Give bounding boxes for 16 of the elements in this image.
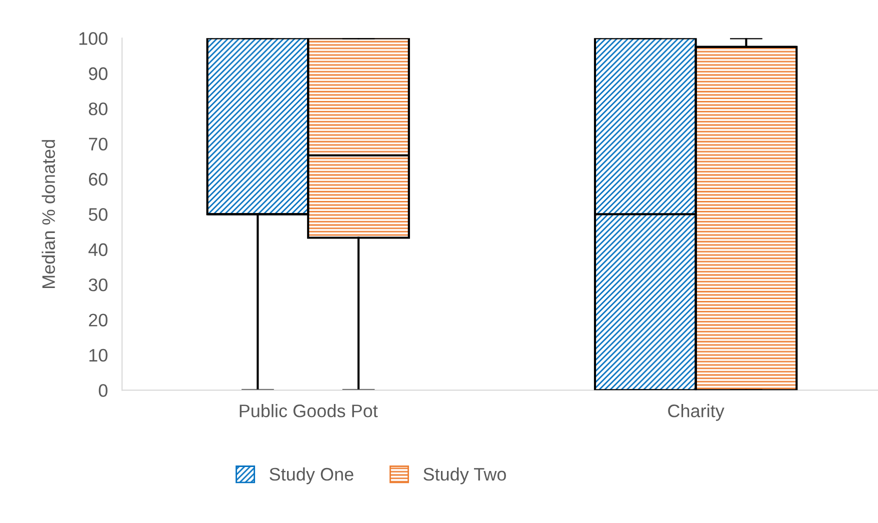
y-tick-label: 50: [88, 208, 108, 221]
y-tick-label: 10: [89, 348, 108, 362]
y-tick-label: 70: [88, 138, 108, 150]
y-axis-title: Median % donated: [42, 140, 56, 288]
y-tick-label: 20: [88, 314, 108, 326]
legend-label: Study One: [270, 467, 354, 484]
y-tick-label: 80: [88, 102, 108, 116]
y-tick-label: 30: [88, 278, 108, 292]
x-tick-label: Charity: [668, 404, 724, 421]
y-tick-label: 60: [88, 172, 108, 186]
y-tick-label: 100: [79, 32, 108, 45]
y-tick-label: 40: [88, 243, 108, 256]
y-tick-label: 0: [98, 384, 108, 397]
x-tick-label: Public Goods Pot: [240, 404, 378, 418]
legend-label: Study Two: [424, 467, 506, 484]
y-tick-label: 90: [88, 67, 108, 80]
